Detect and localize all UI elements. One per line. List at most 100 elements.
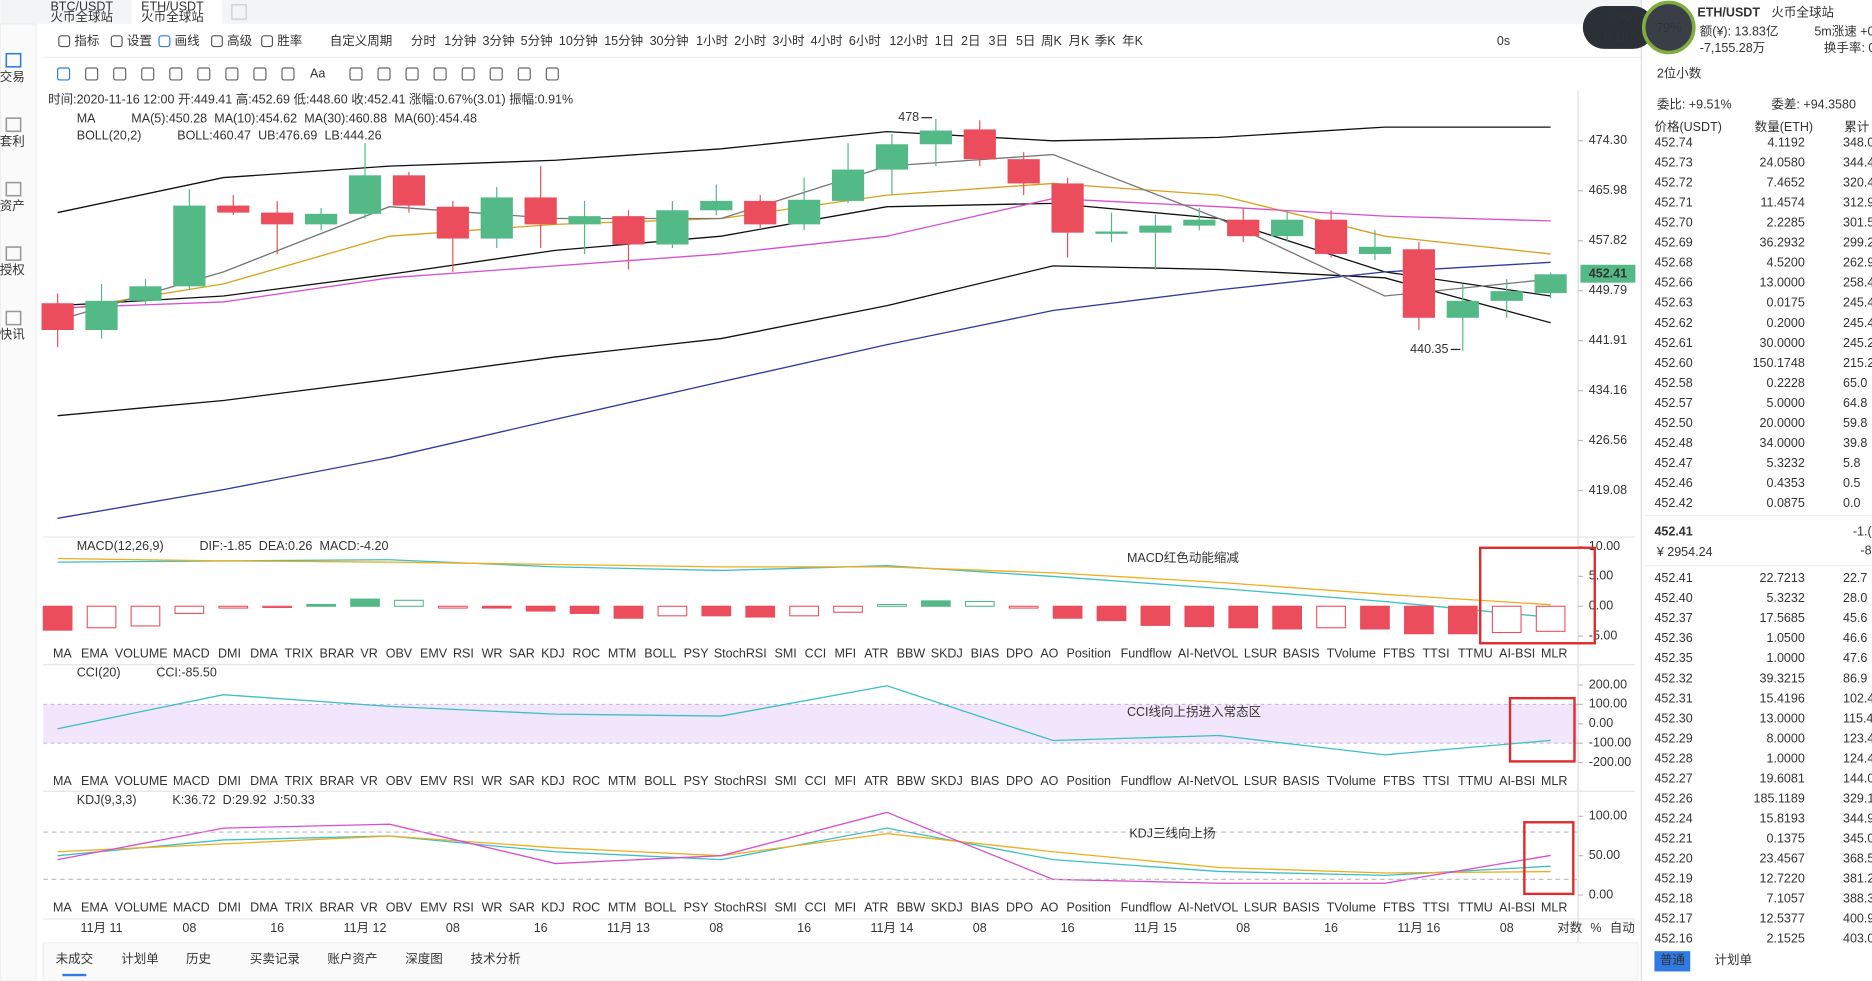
indicator-tab[interactable]: WR (482, 646, 503, 660)
indicator-tab[interactable]: Position (1066, 901, 1111, 915)
indicator-tab[interactable]: WR (482, 774, 503, 788)
indicator-tab[interactable]: TTMU (1458, 646, 1493, 660)
indicator-tab[interactable]: TTSI (1422, 774, 1449, 788)
indicator-tab[interactable]: TTSI (1422, 901, 1449, 915)
indicator-tab[interactable]: WR (482, 901, 503, 915)
indicator-tab[interactable]: MTM (608, 646, 637, 660)
tab-pair[interactable]: ETH/USDT (141, 0, 204, 13)
indicator-tab[interactable]: BBW (897, 774, 926, 788)
new-tab[interactable] (231, 4, 247, 20)
indicator-tab[interactable]: VR (360, 646, 377, 660)
period[interactable]: 1小时 (696, 34, 728, 48)
indicator-tab[interactable]: BRAR (320, 774, 355, 788)
indicator-tab[interactable]: BOLL (644, 646, 676, 660)
tool-icon[interactable] (110, 35, 123, 48)
bottom-tab[interactable]: 深度图 (405, 951, 443, 966)
indicator-tab[interactable]: CCI (805, 646, 827, 660)
tool[interactable]: 高级 (227, 33, 253, 48)
indicator-tab[interactable]: KDJ (541, 901, 565, 915)
indicator-tab[interactable]: VOLUME (115, 646, 168, 660)
indicator-tab[interactable]: DPO (1006, 646, 1033, 660)
indicator-tab[interactable]: BIAS (971, 646, 1000, 660)
indicator-tab[interactable]: OBV (386, 901, 413, 915)
axis-option[interactable]: 对数 (1557, 921, 1583, 935)
draw-tool[interactable]: Aa (310, 66, 325, 80)
indicator-tab[interactable]: ROC (572, 901, 600, 915)
draw-tool[interactable] (545, 67, 559, 81)
indicator-tab[interactable]: FTBS (1383, 774, 1415, 788)
indicator-tab[interactable]: ROC (572, 774, 600, 788)
draw-tool[interactable] (197, 67, 211, 81)
indicator-tab[interactable]: MACD (173, 646, 210, 660)
order-type[interactable]: 普通 (1660, 953, 1686, 967)
period[interactable]: 5分钟 (521, 33, 553, 48)
indicator-tab[interactable]: StochRSI (714, 774, 767, 788)
axis-option[interactable]: % (1590, 921, 1601, 935)
draw-tool[interactable] (433, 67, 447, 81)
indicator-tab[interactable]: AI-BSI (1499, 901, 1535, 915)
indicator-tab[interactable]: LSUR (1244, 901, 1277, 915)
indicator-tab[interactable]: OBV (386, 774, 413, 788)
tool[interactable]: 画线 (175, 34, 201, 48)
indicator-tab[interactable]: VR (360, 901, 377, 915)
draw-tool[interactable] (377, 67, 391, 81)
indicator-tab[interactable]: ATR (864, 901, 888, 915)
indicator-tab[interactable]: BIAS (971, 901, 1000, 915)
indicator-tab[interactable]: TRIX (284, 774, 313, 788)
indicator-tab[interactable]: DMI (218, 646, 241, 660)
indicator-tab[interactable]: ROC (572, 646, 600, 660)
indicator-tab[interactable]: AO (1040, 774, 1058, 788)
indicator-tab[interactable]: AO (1040, 646, 1058, 660)
indicator-tab[interactable]: AI-NetVOL (1178, 774, 1239, 788)
indicator-tab[interactable]: DPO (1006, 901, 1033, 915)
tool[interactable]: 设置 (127, 34, 152, 48)
indicator-tab[interactable]: MLR (1541, 774, 1567, 788)
indicator-tab[interactable]: TTSI (1422, 646, 1449, 660)
indicator-tab[interactable]: EMV (420, 901, 448, 915)
indicator-tab[interactable]: TVolume (1327, 774, 1376, 788)
indicator-tab[interactable]: Position (1066, 774, 1111, 788)
draw-tool[interactable] (517, 67, 531, 81)
indicator-tab[interactable]: TTMU (1458, 901, 1493, 915)
indicator-tab[interactable]: SAR (509, 774, 535, 788)
indicator-tab[interactable]: BOLL (644, 774, 676, 788)
indicator-tab[interactable]: BOLL (644, 901, 676, 915)
indicator-tab[interactable]: OBV (386, 646, 413, 660)
draw-tool[interactable] (141, 67, 155, 81)
draw-tool[interactable] (225, 67, 239, 81)
period[interactable]: 3分钟 (482, 33, 514, 48)
draw-tool[interactable] (169, 67, 183, 81)
indicator-tab[interactable]: EMA (81, 901, 109, 915)
indicator-tab[interactable]: ATR (864, 646, 888, 660)
indicator-tab[interactable]: SMI (774, 901, 796, 915)
sidebar-icon[interactable] (5, 52, 22, 68)
indicator-tab[interactable]: MFI (835, 901, 857, 915)
active-tab[interactable] (131, 0, 223, 24)
period[interactable]: 1日 (935, 34, 954, 48)
indicator-tab[interactable]: AI-NetVOL (1178, 901, 1239, 915)
indicator-tab[interactable]: MA (53, 646, 72, 660)
bottom-tab[interactable]: 计划单 (121, 952, 159, 966)
indicator-tab[interactable]: AI-BSI (1499, 646, 1535, 660)
indicator-tab[interactable]: MACD (173, 774, 210, 788)
indicator-tab[interactable]: SKDJ (931, 646, 963, 660)
indicator-tab[interactable]: AI-NetVOL (1178, 646, 1239, 660)
period[interactable]: 自定义周期 (330, 34, 393, 48)
indicator-tab[interactable]: Fundflow (1121, 901, 1173, 915)
indicator-tab[interactable]: MTM (608, 774, 637, 788)
indicator-tab[interactable]: BIAS (971, 774, 1000, 788)
indicator-tab[interactable]: StochRSI (714, 646, 767, 660)
draw-tool[interactable] (253, 67, 267, 81)
indicator-tab[interactable]: Fundflow (1121, 646, 1173, 660)
sidebar-icon[interactable] (5, 181, 22, 197)
period[interactable]: 季K (1095, 34, 1117, 48)
draw-tool[interactable] (349, 67, 363, 81)
indicator-tab[interactable]: StochRSI (714, 901, 767, 915)
indicator-tab[interactable]: DMA (250, 901, 278, 915)
tool-icon[interactable] (158, 35, 171, 48)
indicator-tab[interactable]: CCI (805, 901, 827, 915)
draw-tool[interactable] (405, 67, 419, 81)
indicator-tab[interactable]: VOLUME (115, 901, 168, 915)
indicator-tab[interactable]: MLR (1541, 646, 1567, 660)
decimals[interactable]: 2位小数 (1657, 66, 1702, 80)
